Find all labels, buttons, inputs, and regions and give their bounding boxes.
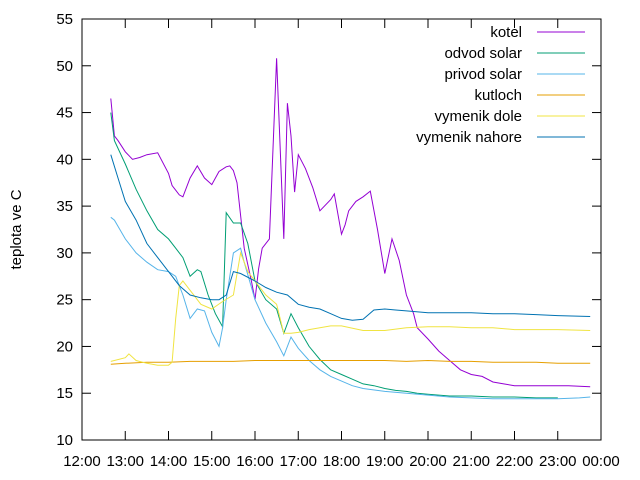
- series-line-kotel: [110, 58, 591, 388]
- legend: kotel odvod solar privod solar kutloch vymen…: [416, 24, 585, 146]
- legend-label: vymenik dole: [434, 108, 522, 125]
- legend-label: kutloch: [474, 87, 522, 104]
- x-tick-label: 00:00: [582, 453, 620, 470]
- y-tick-label: 25: [56, 292, 73, 309]
- series-line-kutloch: [110, 359, 591, 365]
- x-tick-label: 21:00: [452, 453, 490, 470]
- legend-label: kotel: [490, 24, 522, 41]
- y-tick-label: 30: [56, 245, 73, 262]
- series-line-vymenik-nahore: [110, 154, 591, 321]
- y-tick-label: 55: [56, 11, 73, 28]
- x-tick-label: 13:00: [106, 453, 144, 470]
- y-tick-label: 45: [56, 105, 73, 122]
- y-tick-label: 35: [56, 198, 73, 215]
- series-line-privod-solar: [110, 216, 591, 400]
- y-tick-label: 20: [56, 338, 73, 355]
- x-tick-label: 15:00: [193, 453, 231, 470]
- x-tick-label: 19:00: [366, 453, 404, 470]
- y-tick-label: 15: [56, 385, 73, 402]
- series-line-vymenik-dole: [110, 251, 591, 366]
- x-tick-label: 18:00: [323, 453, 361, 470]
- y-axis-title: teplota ve C: [8, 189, 25, 269]
- y-tick-label: 50: [56, 58, 73, 75]
- x-tick-label: 23:00: [539, 453, 577, 470]
- plot-area: [110, 58, 591, 400]
- x-tick-label: 12:00: [63, 453, 101, 470]
- legend-label: odvod solar: [444, 45, 522, 62]
- x-tick-label: 20:00: [409, 453, 447, 470]
- legend-label: vymenik nahore: [416, 129, 522, 146]
- plot-border: [81, 18, 602, 441]
- axes: 10 15 20 25 30 35 40 45 50 55 12:00 13:00 14:00 15:00…: [56, 11, 619, 470]
- x-tick-label: 14:00: [150, 453, 188, 470]
- y-tick-label: 40: [56, 151, 73, 168]
- series-line-odvod-solar: [110, 112, 558, 399]
- x-tick-label: 16:00: [236, 453, 274, 470]
- x-tick-label: 22:00: [496, 453, 534, 470]
- legend-label: privod solar: [444, 66, 522, 83]
- y-tick-label: 10: [56, 432, 73, 449]
- x-tick-label: 17:00: [279, 453, 317, 470]
